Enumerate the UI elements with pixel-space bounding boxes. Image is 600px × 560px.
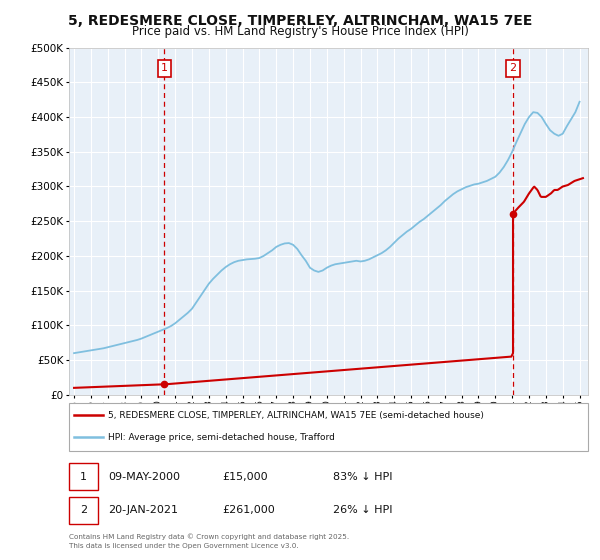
Text: £15,000: £15,000 <box>222 472 268 482</box>
Text: 5, REDESMERE CLOSE, TIMPERLEY, ALTRINCHAM, WA15 7EE (semi-detached house): 5, REDESMERE CLOSE, TIMPERLEY, ALTRINCHA… <box>108 410 484 419</box>
Text: 09-MAY-2000: 09-MAY-2000 <box>108 472 180 482</box>
Text: 1: 1 <box>161 63 168 73</box>
Text: 20-JAN-2021: 20-JAN-2021 <box>108 505 178 515</box>
Text: HPI: Average price, semi-detached house, Trafford: HPI: Average price, semi-detached house,… <box>108 433 335 442</box>
Text: 2: 2 <box>80 505 87 515</box>
Text: Contains HM Land Registry data © Crown copyright and database right 2025.
This d: Contains HM Land Registry data © Crown c… <box>69 533 349 549</box>
Text: 1: 1 <box>80 472 87 482</box>
Text: £261,000: £261,000 <box>222 505 275 515</box>
Text: 26% ↓ HPI: 26% ↓ HPI <box>333 505 392 515</box>
FancyBboxPatch shape <box>69 403 588 451</box>
Text: 5, REDESMERE CLOSE, TIMPERLEY, ALTRINCHAM, WA15 7EE: 5, REDESMERE CLOSE, TIMPERLEY, ALTRINCHA… <box>68 14 532 28</box>
Text: 83% ↓ HPI: 83% ↓ HPI <box>333 472 392 482</box>
Text: Price paid vs. HM Land Registry's House Price Index (HPI): Price paid vs. HM Land Registry's House … <box>131 25 469 38</box>
Text: 2: 2 <box>509 63 517 73</box>
